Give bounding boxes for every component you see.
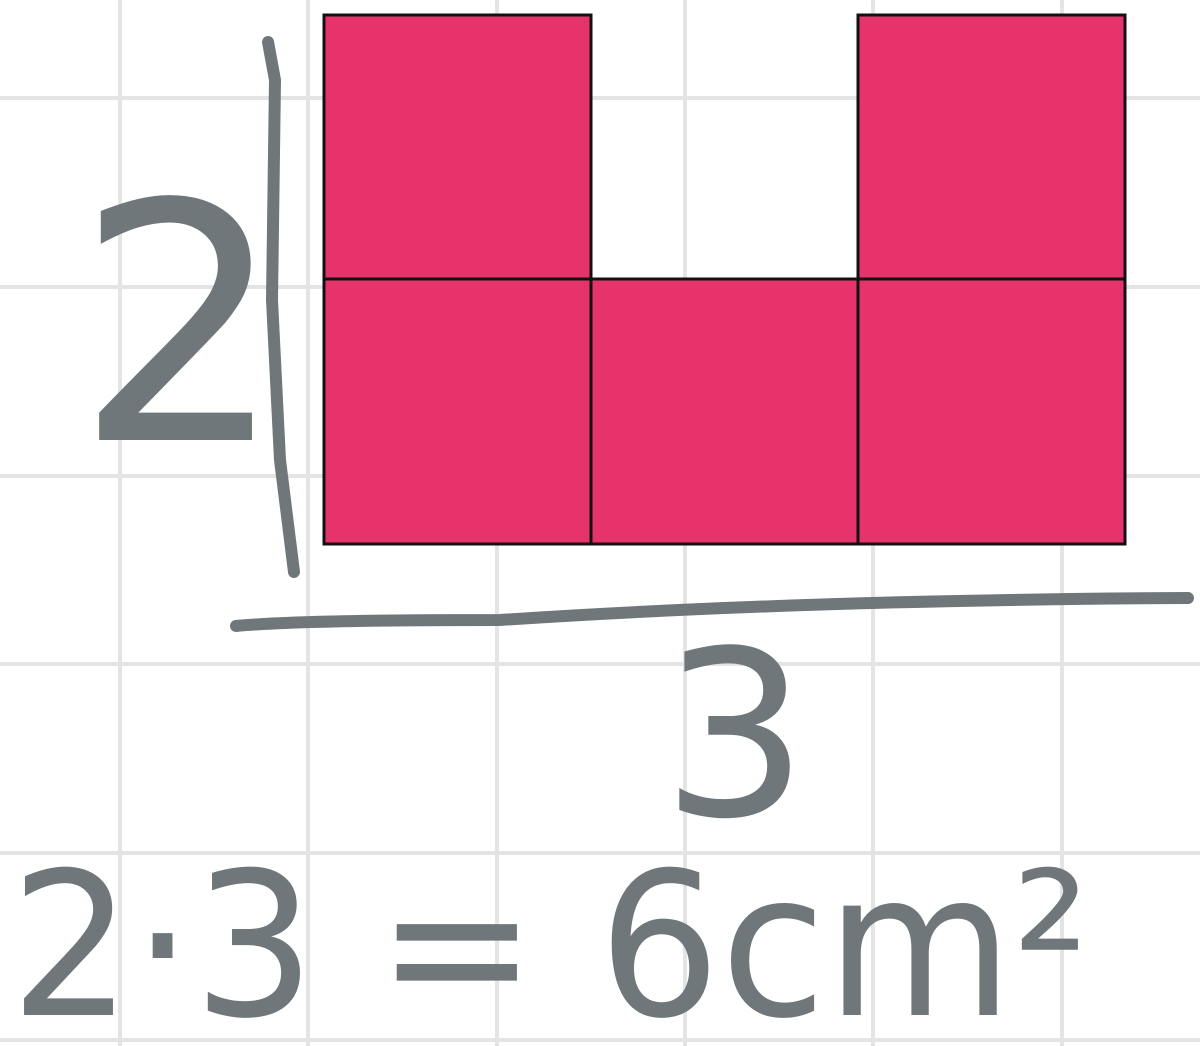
height-label: 2 (75, 134, 285, 518)
square (856, 277, 1127, 546)
square (322, 13, 593, 281)
square (589, 277, 860, 546)
square (322, 277, 593, 546)
shape (322, 13, 1127, 546)
width-label: 3 (662, 603, 808, 870)
width-stroke (230, 592, 1194, 632)
area-equation: 2·3 = 6cm² (10, 830, 1090, 1046)
square (856, 13, 1127, 281)
height-stroke (262, 36, 300, 578)
